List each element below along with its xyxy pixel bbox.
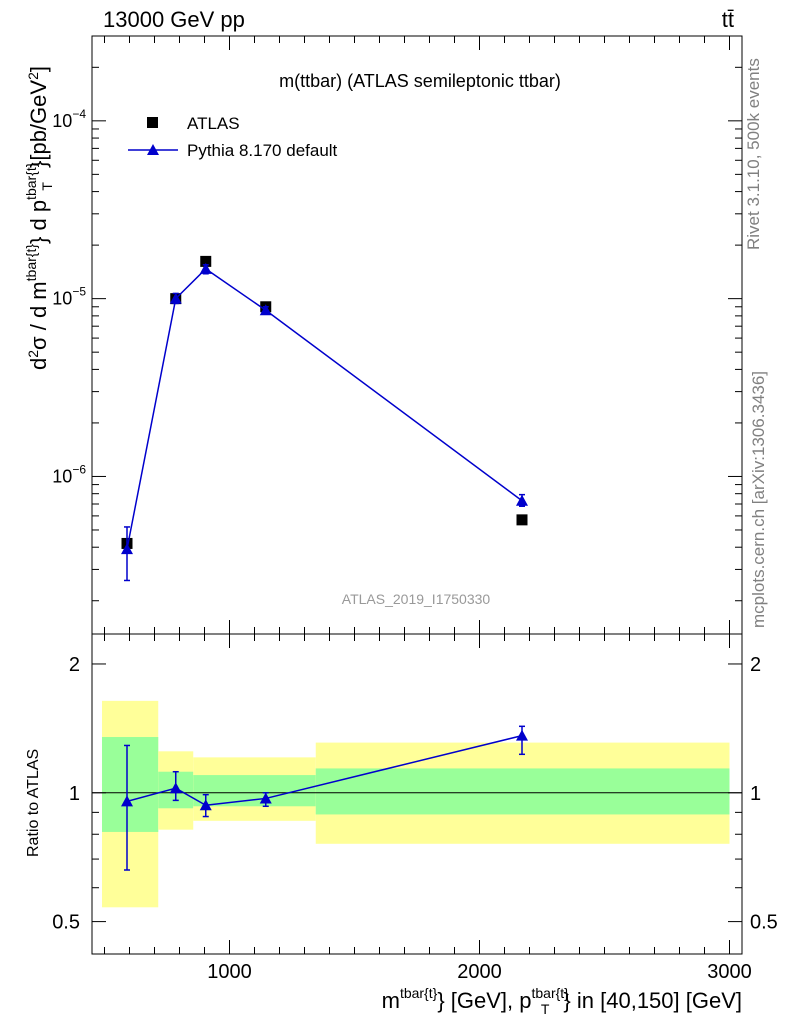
- x-axis-label: mtbar{t}} [GeV], ptbar{t} T} in [40,150] …: [382, 985, 742, 1017]
- main-ylabel: d2σ / d mtbar{t}} d ptbar{t}T}[pb/GeV2]: [23, 66, 55, 370]
- pythia-point: [516, 494, 528, 506]
- legend-atlas-label: ATLAS: [187, 114, 240, 133]
- ratio-ylabel: Ratio to ATLAS: [25, 749, 42, 857]
- ratio-point: [259, 792, 272, 804]
- ratio-point: [199, 799, 212, 811]
- pythia-line: [126, 267, 523, 550]
- x-tick-label: 2000: [457, 961, 502, 983]
- header-right-label: tt̄: [722, 7, 734, 32]
- pythia-point: [121, 543, 133, 555]
- ratio-point: [169, 782, 182, 794]
- ratio-ytick-label-right: 2: [750, 654, 761, 676]
- ratio-frame: [91, 633, 743, 955]
- rivet-label: Rivet 3.1.10, 500k events: [744, 58, 763, 250]
- ratio-point: [516, 729, 528, 741]
- mcplots-label: mcplots.cern.ch [arXiv:1306.3436]: [749, 371, 768, 628]
- pythia-point: [259, 304, 272, 316]
- atlas-point: [516, 514, 528, 526]
- ratio-axis-ticks: 0.5 0.5 1 1 2 2 1000 2000 3000: [52, 634, 778, 983]
- ratio-band-inner: [315, 768, 730, 815]
- main-ytick-label: 10−4: [52, 107, 86, 131]
- analysis-watermark: ATLAS_2019_I1750330: [342, 591, 491, 607]
- ratio-ytick-label-left: 1: [69, 783, 80, 805]
- x-tick-label: 3000: [707, 961, 752, 983]
- main-title: m(ttbar) (ATLAS semileptonic ttbar): [279, 71, 561, 91]
- ratio-band-inner: [102, 737, 159, 832]
- main-axis-ticks: 10−4 10−5 10−6: [52, 36, 742, 634]
- ratio-point: [121, 795, 133, 807]
- pythia-point: [199, 262, 212, 274]
- main-panel: m(ttbar) (ATLAS semileptonic ttbar) ATLA…: [23, 35, 743, 635]
- x-tick-label: 1000: [207, 961, 252, 983]
- ratio-ytick-label-left: 2: [69, 654, 80, 676]
- legend-atlas-marker: [147, 117, 158, 128]
- main-ytick-label: 10−6: [52, 462, 86, 486]
- legend-pythia-marker: [147, 144, 159, 155]
- ratio-bands-layer: [92, 700, 742, 908]
- legend-pythia-label: Pythia 8.170 default: [187, 141, 338, 160]
- ratio-ytick-label-right: 1: [750, 783, 761, 805]
- legend: ATLAS Pythia 8.170 default: [128, 114, 338, 160]
- main-series-layer: [121, 255, 528, 582]
- ratio-series-layer: [121, 725, 528, 871]
- ratio-panel: 0.5 0.5 1 1 2 2 1000 2000 3000 Ratio to ATLAS mt…: [25, 633, 778, 1017]
- main-ytick-label: 10−5: [52, 285, 86, 309]
- atlas-point: [200, 255, 212, 267]
- ratio-ytick-label-right: 0.5: [750, 912, 778, 934]
- pythia-point: [169, 292, 182, 304]
- header-left-label: 13000 GeV pp: [103, 7, 245, 32]
- ratio-ytick-label-left: 0.5: [52, 912, 80, 934]
